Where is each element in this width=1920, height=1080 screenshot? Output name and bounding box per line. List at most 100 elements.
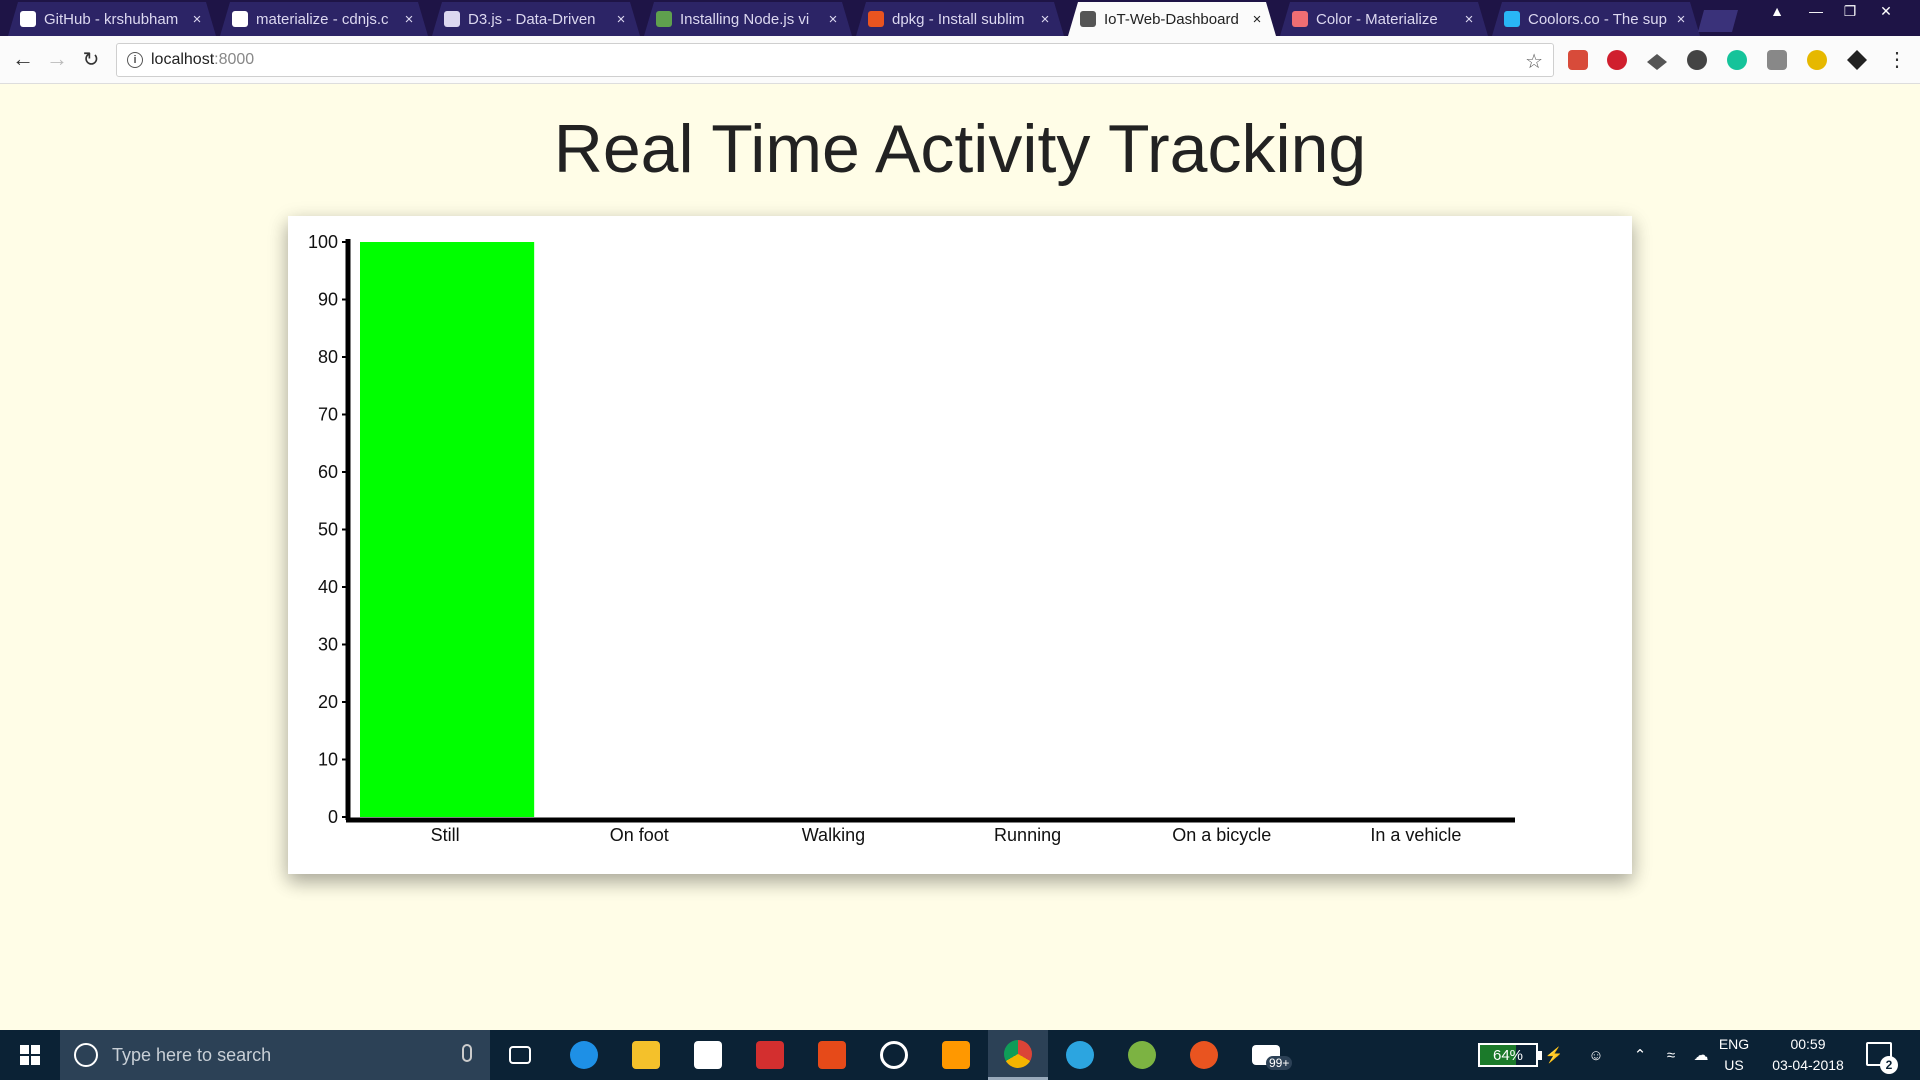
browser-tab[interactable]: IoT-Web-Dashboard ×: [1068, 2, 1276, 36]
restore-button[interactable]: ❐: [1843, 2, 1857, 19]
extension-icon[interactable]: [1687, 50, 1707, 70]
tab-title: Coolors.co - The sup: [1528, 10, 1667, 28]
y-tick-label: 80: [318, 347, 338, 367]
chrome-icon[interactable]: [988, 1030, 1048, 1080]
extension-icon[interactable]: [1647, 54, 1667, 70]
cortana-icon[interactable]: [74, 1043, 98, 1067]
close-tab-icon[interactable]: ×: [616, 10, 626, 28]
y-tick-label: 20: [318, 692, 338, 712]
power-plug-icon[interactable]: ⚡: [1544, 1047, 1564, 1064]
info-icon[interactable]: i: [127, 52, 143, 68]
onedrive-cloud-icon[interactable]: ☁: [1693, 1047, 1709, 1064]
page-icon: [444, 11, 460, 27]
y-tick-label: 30: [318, 635, 338, 655]
grammarly-extension-icon[interactable]: [1727, 50, 1747, 70]
battery-fill: [1480, 1045, 1516, 1065]
coolors-icon: [1504, 11, 1520, 27]
browser-tab[interactable]: D3.js - Data-Driven ×: [432, 2, 640, 36]
tab-title: Color - Materialize: [1316, 10, 1438, 28]
tab-title: Installing Node.js vi: [680, 10, 810, 28]
x-tick-label: On foot: [610, 825, 669, 845]
nodejs-icon: [656, 11, 672, 27]
askubuntu-icon: [868, 11, 884, 27]
windows-taskbar: Type here to search 99+ 64% ⚡ ☺ ⌃ ≈ ☁ EN…: [0, 1030, 1920, 1080]
chart-bar: [360, 242, 535, 817]
tab-title: materialize - cdnjs.c: [256, 10, 389, 28]
search-placeholder: Type here to search: [112, 1044, 272, 1065]
tab-title: GitHub - krshubham: [44, 10, 179, 28]
close-tab-icon[interactable]: ×: [1040, 10, 1050, 28]
browser-menu-icon[interactable]: ⋮: [1887, 48, 1907, 71]
profile-icon[interactable]: ▲: [1770, 3, 1784, 19]
edge-icon[interactable]: [554, 1030, 614, 1080]
ubuntu-icon[interactable]: [1174, 1030, 1234, 1080]
chart-card: Still On foot Walking Running On a bicycle In…: [288, 216, 1632, 874]
region-code: US: [1724, 1057, 1744, 1073]
y-tick-label: 100: [308, 232, 338, 252]
microphone-icon[interactable]: [462, 1044, 472, 1062]
sublime-text-icon[interactable]: [926, 1030, 986, 1080]
minimize-button[interactable]: —: [1809, 3, 1823, 19]
action-center-icon[interactable]: [1866, 1042, 1892, 1066]
browser-toolbar: ← → ↻ i localhost:8000 ☆ ⋮: [0, 36, 1920, 84]
wifi-icon[interactable]: ≈: [1666, 1046, 1676, 1064]
show-hidden-icons-chevron-icon[interactable]: ⌃: [1633, 1047, 1647, 1064]
browser-tab[interactable]: Color - Materialize ×: [1280, 2, 1488, 36]
adblock-extension-icon[interactable]: [1607, 50, 1627, 70]
start-button[interactable]: [0, 1030, 60, 1080]
mail-icon[interactable]: 99+: [1236, 1030, 1296, 1080]
app-icon[interactable]: [802, 1030, 862, 1080]
close-tab-icon[interactable]: ×: [828, 10, 838, 28]
close-window-button[interactable]: ✕: [1880, 2, 1892, 19]
close-tab-icon[interactable]: ×: [1252, 10, 1262, 28]
y-tick-label: 90: [318, 290, 338, 310]
close-tab-icon[interactable]: ×: [192, 10, 202, 28]
notification-count-badge: 2: [1880, 1056, 1898, 1074]
address-bar[interactable]: i localhost:8000 ☆: [116, 43, 1554, 77]
page-icon: [1080, 11, 1096, 27]
back-arrow-icon[interactable]: ←: [12, 46, 34, 71]
reader-app-icon[interactable]: [740, 1030, 800, 1080]
extension-icon[interactable]: [1807, 50, 1827, 70]
windows-logo-icon: [20, 1045, 40, 1065]
people-icon[interactable]: ☺: [1588, 1046, 1604, 1064]
x-tick-label: Walking: [802, 825, 865, 845]
telegram-icon[interactable]: [1050, 1030, 1110, 1080]
browser-tab[interactable]: materialize - cdnjs.c ×: [220, 2, 428, 36]
cdnjs-icon: [232, 11, 248, 27]
browser-tab[interactable]: Coolors.co - The sup ×: [1492, 2, 1700, 36]
store-icon[interactable]: [678, 1030, 738, 1080]
close-tab-icon[interactable]: ×: [1676, 10, 1686, 28]
bookmark-star-icon[interactable]: ☆: [1525, 51, 1543, 73]
y-tick-label: 70: [318, 405, 338, 425]
file-explorer-icon[interactable]: [616, 1030, 676, 1080]
language-indicator[interactable]: ENG US: [1714, 1034, 1754, 1076]
task-view-icon[interactable]: [490, 1030, 550, 1080]
groove-music-icon[interactable]: [864, 1030, 924, 1080]
close-tab-icon[interactable]: ×: [404, 10, 414, 28]
tab-title: D3.js - Data-Driven: [468, 10, 596, 28]
x-tick-label: On a bicycle: [1172, 825, 1271, 845]
bookmark-manager-extension-icon[interactable]: [1568, 50, 1588, 70]
extension-icon[interactable]: [1847, 50, 1867, 70]
forward-arrow-icon[interactable]: →: [46, 46, 68, 71]
activity-bar-chart: Still On foot Walking Running On a bicycle In…: [308, 232, 1515, 845]
close-tab-icon[interactable]: ×: [1464, 10, 1474, 28]
battery-indicator[interactable]: 64%: [1478, 1043, 1542, 1067]
pdf-extension-icon[interactable]: [1767, 50, 1787, 70]
clock-time: 00:59: [1790, 1036, 1826, 1052]
mail-badge: 99+: [1266, 1056, 1293, 1070]
taskbar-search-box[interactable]: Type here to search: [60, 1030, 490, 1080]
browser-tab[interactable]: GitHub - krshubham ×: [8, 2, 216, 36]
browser-tab[interactable]: dpkg - Install sublim ×: [856, 2, 1064, 36]
browser-tab[interactable]: Installing Node.js vi ×: [644, 2, 852, 36]
new-tab-button[interactable]: [1698, 10, 1738, 32]
url-host: localhost: [151, 51, 215, 68]
x-tick-label: Running: [994, 825, 1061, 845]
system-clock[interactable]: 00:59 03-04-2018: [1760, 1034, 1856, 1076]
tab-title: dpkg - Install sublim: [892, 10, 1025, 28]
utorrent-icon[interactable]: [1112, 1030, 1172, 1080]
y-tick-label: 10: [318, 750, 338, 770]
reload-icon[interactable]: ↻: [82, 48, 100, 71]
y-tick-label: 50: [318, 520, 338, 540]
